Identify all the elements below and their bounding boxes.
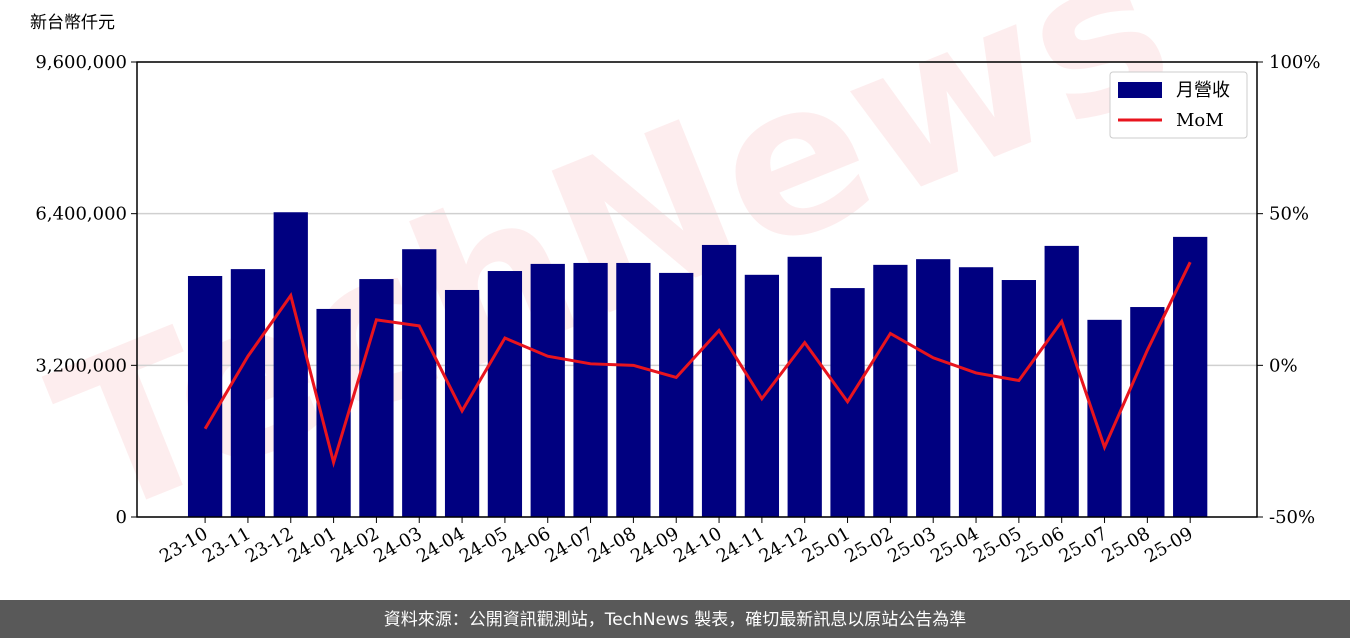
bar — [1130, 307, 1165, 517]
y2-tick-label: -50% — [1269, 507, 1315, 528]
source-note: 資料來源：公開資訊觀測站，TechNews 製表，確切最新訊息以原站公告為準 — [384, 610, 966, 630]
bar — [873, 264, 908, 517]
bar — [359, 279, 394, 517]
bar — [487, 271, 523, 517]
y2-tick-label: 100% — [1269, 52, 1320, 73]
bar — [916, 259, 951, 517]
bar — [530, 263, 565, 517]
bar — [573, 262, 608, 517]
legend-label: MoM — [1176, 110, 1224, 131]
y-tick-label: 0 — [116, 507, 127, 528]
bar — [187, 275, 223, 517]
plot-frame — [136, 61, 1258, 518]
bar — [1001, 280, 1036, 517]
bar — [787, 256, 822, 517]
bar — [402, 249, 437, 517]
footer — [0, 600, 1350, 638]
y-tick-label: 6,400,000 — [35, 204, 127, 225]
bar — [444, 289, 480, 517]
line — [203, 261, 1192, 468]
y2-tick-label: 50% — [1269, 204, 1309, 225]
y2-tick-label: 0% — [1269, 355, 1298, 376]
legend-swatch — [1118, 82, 1162, 98]
bar — [230, 269, 266, 517]
bar — [701, 244, 737, 517]
y-tick-label: 3,200,000 — [35, 355, 127, 376]
y-tick-label: 9,600,000 — [35, 52, 127, 73]
bar — [273, 212, 308, 517]
bar — [659, 272, 694, 517]
bar — [1173, 236, 1208, 517]
bar — [1044, 245, 1079, 518]
y-axis-label: 新台幣仟元 — [30, 13, 115, 33]
bar — [616, 262, 651, 517]
legend-label: 月營收 — [1176, 80, 1230, 101]
bar — [958, 267, 994, 517]
